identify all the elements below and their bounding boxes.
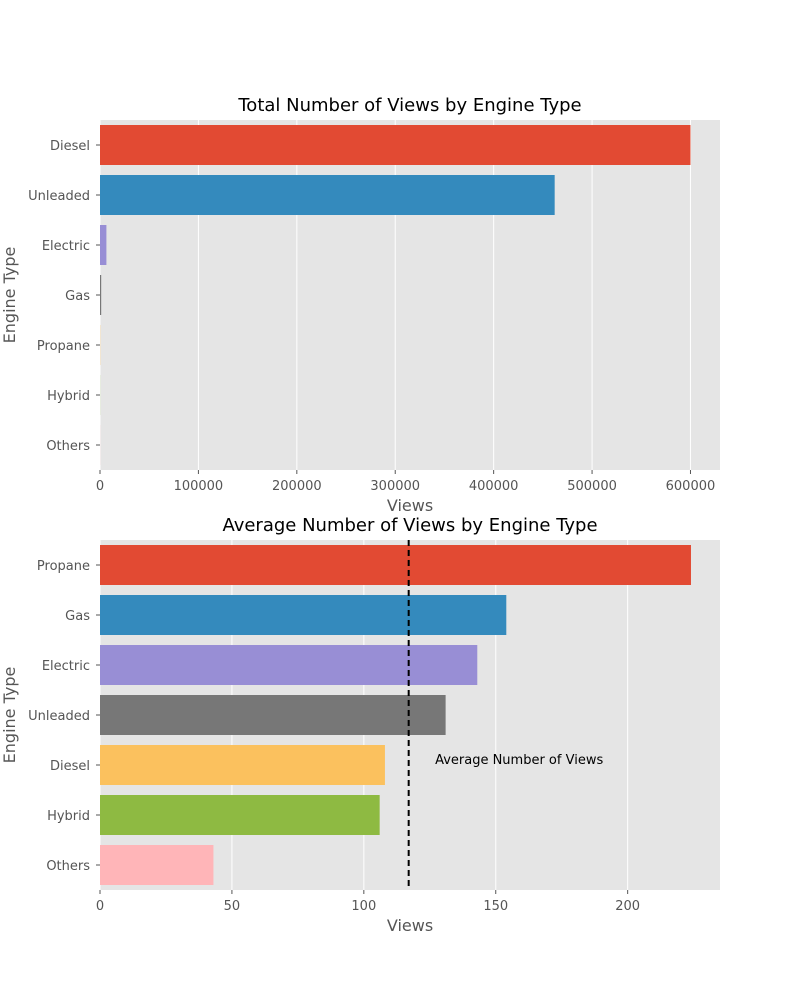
bars xyxy=(100,545,691,885)
bar-diesel xyxy=(100,745,385,785)
x-tick-labels: 0 100000 200000 300000 400000 500000 600000 xyxy=(96,470,715,494)
bar-others xyxy=(100,845,214,885)
y-tick-label: Propane xyxy=(37,559,90,574)
y-tick-label: Gas xyxy=(65,609,90,624)
bar-unleaded xyxy=(100,175,555,215)
y-tick-labels: Propane Gas Electric Unleaded Diesel Hybrid Ot… xyxy=(28,559,100,874)
y-tick-label: Hybrid xyxy=(47,809,90,824)
average-annotation: Average Number of Views xyxy=(435,753,603,768)
x-tick-label: 100000 xyxy=(174,479,224,494)
bar-hybrid xyxy=(100,795,380,835)
x-tick-label: 300000 xyxy=(370,479,420,494)
chart-title: Total Number of Views by Engine Type xyxy=(237,95,581,116)
y-tick-label: Others xyxy=(46,439,90,454)
bar-diesel xyxy=(100,125,691,165)
reference-line-group: Average Number of Views xyxy=(407,540,603,890)
bar-gas xyxy=(100,595,507,635)
y-tick-label: Electric xyxy=(42,239,90,254)
x-tick-labels: 0 50 100 150 200 xyxy=(96,890,640,914)
total-views-chart: Diesel Unleaded Electric Gas Propane Hybrid Ot… xyxy=(0,95,720,515)
x-tick-label: 0 xyxy=(96,899,104,914)
bar-electric xyxy=(100,645,478,685)
y-tick-label: Propane xyxy=(37,339,90,354)
y-axis-label: Engine Type xyxy=(0,667,19,764)
chart-title: Average Number of Views by Engine Type xyxy=(222,515,597,536)
y-tick-labels: Diesel Unleaded Electric Gas Propane Hybrid Ot… xyxy=(28,139,100,454)
x-tick-label: 200000 xyxy=(272,479,322,494)
y-tick-label: Electric xyxy=(42,659,90,674)
bar-gas xyxy=(100,275,102,315)
x-tick-label: 0 xyxy=(96,479,104,494)
x-tick-label: 400000 xyxy=(469,479,519,494)
plot-area xyxy=(100,120,720,470)
bars xyxy=(100,125,691,465)
x-axis-label: Views xyxy=(387,496,433,515)
y-tick-label: Diesel xyxy=(50,759,90,774)
x-tick-label: 150 xyxy=(483,899,508,914)
average-views-chart: Average Number of Views Propane Gas Electr… xyxy=(0,515,720,935)
y-tick-label: Gas xyxy=(65,289,90,304)
y-tick-label: Unleaded xyxy=(28,709,90,724)
bar-propane xyxy=(100,545,691,585)
x-tick-label: 600000 xyxy=(666,479,716,494)
x-axis-label: Views xyxy=(387,916,433,935)
x-tick-label: 500000 xyxy=(567,479,617,494)
y-tick-label: Hybrid xyxy=(47,389,90,404)
x-tick-label: 50 xyxy=(224,899,241,914)
x-tick-label: 200 xyxy=(615,899,640,914)
y-axis-label: Engine Type xyxy=(0,247,19,344)
bar-unleaded xyxy=(100,695,446,735)
bar-electric xyxy=(100,225,107,265)
x-tick-label: 100 xyxy=(351,899,376,914)
y-tick-label: Diesel xyxy=(50,139,90,154)
y-tick-label: Others xyxy=(46,859,90,874)
y-tick-label: Unleaded xyxy=(28,189,90,204)
